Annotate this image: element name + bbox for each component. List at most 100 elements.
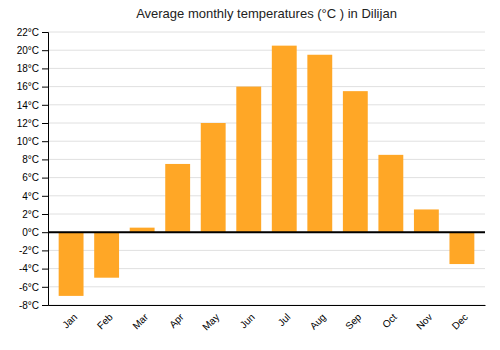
bar (272, 46, 297, 233)
y-tick-label: 14°C (17, 100, 39, 111)
y-tick-mark (42, 105, 48, 106)
x-tick: May (200, 311, 221, 332)
y-tick: 20°C (17, 45, 48, 56)
x-tick-label: Jun (238, 311, 257, 330)
bar (449, 232, 474, 264)
x-tick-label: Nov (414, 311, 434, 331)
x-tick: Mar (130, 311, 150, 331)
x-tick-label: Jan (60, 311, 79, 330)
y-tick: 4°C (22, 191, 48, 202)
x-tick-label: Dec (450, 311, 470, 331)
y-axis: -8°C -6°C -4°C -2°C 0°C 2°C 4°C 6°C 8°C 10°C 12°C 1… (17, 27, 49, 311)
y-tick: -6°C (19, 282, 48, 293)
grid-line (48, 123, 485, 124)
y-tick-mark (42, 269, 48, 270)
y-tick-label: 16°C (17, 81, 39, 92)
y-tick-label: 20°C (17, 45, 39, 56)
y-tick-label: 8°C (22, 154, 39, 165)
x-tick: Apr (167, 311, 186, 330)
x-tick-label: Feb (95, 311, 115, 331)
y-tick-mark (42, 178, 48, 179)
grid-line (48, 286, 485, 287)
x-tick-label: Apr (167, 311, 186, 330)
x-tick-label: Mar (130, 311, 150, 331)
y-tick-mark (42, 87, 48, 88)
bars (48, 46, 485, 296)
bar (307, 55, 332, 232)
y-tick-label: 10°C (17, 136, 39, 147)
y-tick: 16°C (17, 81, 48, 92)
y-tick-label: -2°C (19, 245, 39, 256)
x-tick: Nov (414, 311, 434, 331)
y-tick-mark (42, 250, 48, 251)
y-tick-mark (42, 68, 48, 69)
y-tick-mark (42, 305, 48, 306)
grid-line (48, 141, 485, 142)
x-tick-label: May (200, 311, 221, 332)
y-tick: 0°C (22, 227, 48, 238)
y-tick: -2°C (19, 245, 48, 256)
grid-line (48, 32, 485, 33)
y-tick: 18°C (17, 63, 48, 74)
x-tick: Jul (276, 311, 293, 328)
grid-line (48, 177, 485, 178)
bar (414, 209, 439, 232)
bar (59, 232, 84, 296)
bar (201, 123, 226, 232)
y-tick: 22°C (17, 27, 48, 38)
grid-line (48, 195, 485, 196)
y-tick: 14°C (17, 100, 48, 111)
y-tick: 8°C (22, 154, 48, 165)
bar (378, 155, 403, 232)
y-tick-mark (42, 232, 48, 233)
x-tick-label: Sep (343, 311, 364, 332)
y-tick: -4°C (19, 263, 48, 274)
x-tick: Jun (238, 311, 257, 330)
y-tick-label: 4°C (22, 191, 39, 202)
y-tick: 2°C (22, 209, 48, 220)
y-tick-mark (42, 141, 48, 142)
grid-line (48, 50, 485, 51)
title: Average monthly temperatures (°C ) in Di… (136, 6, 397, 21)
x-axis-line (49, 305, 486, 306)
x-tick: Aug (308, 311, 328, 331)
chart: -8°C -6°C -4°C -2°C 0°C 2°C 4°C 6°C 8°C 10°C 12°C 1… (0, 0, 500, 350)
y-tick-label: 2°C (22, 209, 39, 220)
zero-line (48, 231, 485, 233)
grid-line (48, 104, 485, 105)
grid-line (48, 86, 485, 87)
bar (165, 164, 190, 232)
x-tick: Sep (343, 311, 364, 332)
y-tick-label: 12°C (17, 118, 39, 129)
x-tick: Jan (60, 311, 79, 330)
y-tick-label: -8°C (19, 300, 39, 311)
y-tick-label: -6°C (19, 282, 39, 293)
y-tick-mark (42, 214, 48, 215)
y-tick: 6°C (22, 172, 48, 183)
x-tick: Dec (450, 311, 470, 331)
bar (343, 91, 368, 232)
grid-line (48, 232, 485, 233)
grid-line (48, 305, 485, 306)
x-tick-label: Aug (308, 311, 328, 331)
bar (236, 87, 261, 233)
x-tick-label: Jul (276, 311, 293, 328)
y-tick-label: 22°C (17, 27, 39, 38)
y-tick: 10°C (17, 136, 48, 147)
y-tick-label: 18°C (17, 63, 39, 74)
y-tick-label: 6°C (22, 172, 39, 183)
grid (48, 32, 485, 305)
y-tick-label: 0°C (22, 227, 39, 238)
x-tick: Oct (380, 311, 399, 330)
y-tick-mark (42, 32, 48, 33)
y-axis-line (42, 33, 49, 306)
y-tick-mark (42, 159, 48, 160)
plot: -8°C -6°C -4°C -2°C 0°C 2°C 4°C 6°C 8°C 10°C 12°C 1… (17, 27, 486, 333)
y-tick-mark (42, 287, 48, 288)
y-tick: -8°C (19, 300, 48, 311)
x-tick: Feb (95, 311, 115, 331)
y-tick-mark (42, 196, 48, 197)
bar (94, 232, 119, 278)
x-axis: Jan Feb Mar Apr May Jun Jul Aug Sep Oct Nov Dec (49, 306, 486, 333)
y-tick: 12°C (17, 118, 48, 129)
